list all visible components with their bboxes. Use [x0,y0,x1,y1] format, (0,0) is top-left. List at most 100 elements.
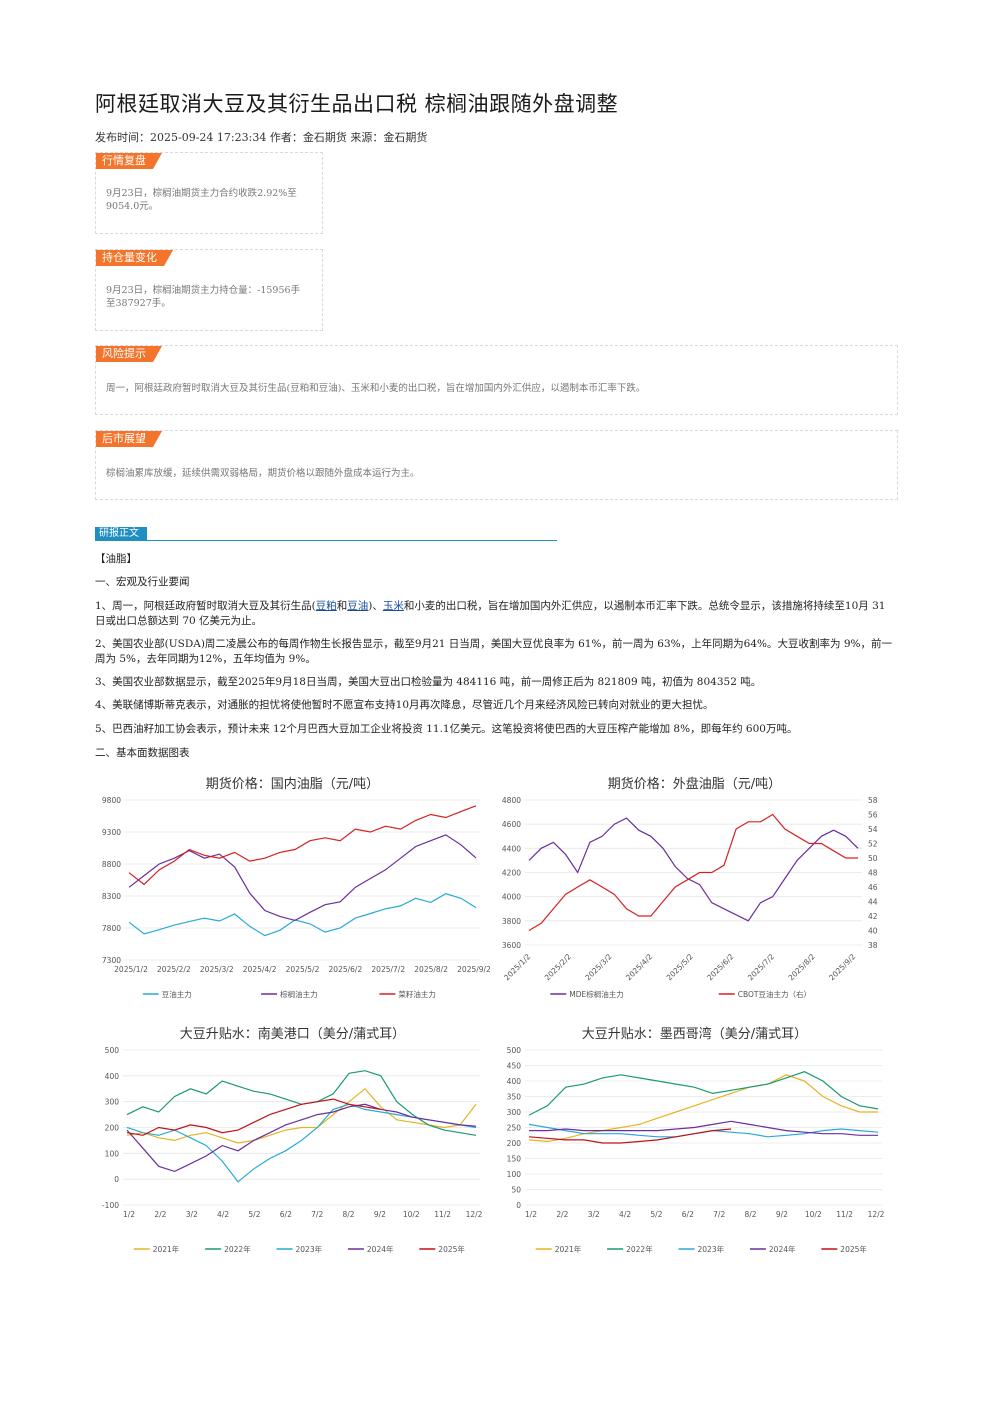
x-tick-label: 7/2 [311,1210,323,1219]
x-tick-label: 2025/1/2 [114,965,148,974]
legend-label: 2024年 [769,1244,796,1254]
outlook-text: 棕榈油累库放缓，延续供需双弱格局，期货价格以跟随外盘成本运行为主。 [106,468,420,479]
legend-label: 菜籽油主力 [398,989,436,999]
x-tick-label: 2025/8/2 [787,952,817,982]
chart-domestic-oils: 期货价格：国内油脂（元/吨） 9800 9300 8800 8300 7800 7300 20… [95,770,490,1005]
x-tick-label: 2025/8/2 [414,965,448,974]
section-label: 【油脂】 [95,553,137,565]
chart-soy-basis-gulf: 大豆升贴水：墨西哥湾（美分/蒲式耳） 500 450 400 350 300 250 200 1… [497,1020,892,1260]
x-tick-label: 6/2 [682,1210,694,1219]
y-tick-label: 150 [507,1155,522,1164]
series-line [128,805,477,886]
x-tick-label: 2025/7/2 [746,952,776,982]
x-tick-label: 2025/1/2 [502,952,532,982]
position-tag: 持仓量变化 [96,250,173,266]
x-tick-label: 12/2 [868,1210,885,1219]
y2-tick-label: 58 [868,796,878,805]
heading-news: 一、宏观及行业要闻 [95,576,190,588]
y-tick-label: 50 [511,1186,521,1195]
x-tick-label: 2025/2/2 [543,952,573,982]
x-tick-label: 4/2 [217,1210,229,1219]
x-tick-label: 2025/4/2 [243,965,277,974]
x-tick-label: 10/2 [403,1210,420,1219]
x-tick-label: 5/2 [650,1210,662,1219]
review-text: 9月23日，棕榈油期货主力合约收跌2.92%至9054.0元。 [106,188,297,212]
x-tick-label: 2025/6/2 [705,952,735,982]
risk-tag: 风险提示 [96,346,162,362]
y-tick-label: 100 [105,1149,120,1158]
y-tick-label: 7800 [102,924,121,933]
y-tick-label: 3800 [502,917,521,926]
y-tick-label: 250 [507,1124,522,1133]
x-tick-label: 2/2 [154,1210,166,1219]
x-tick-label: 3/2 [588,1210,600,1219]
legend-label: 2022年 [224,1244,251,1254]
y-tick-label: 9800 [102,796,121,805]
review-box: 行情复盘 9月23日，棕榈油期货主力合约收跌2.92%至9054.0元。 [95,152,323,234]
y-tick-label: 7300 [102,956,121,965]
x-tick-label: 2025/9/2 [827,952,857,982]
series-line [528,817,859,922]
outlook-box: 后市展望 棕榈油累库放缓，延续供需双弱格局，期货价格以跟随外盘成本运行为主。 [95,430,898,500]
position-text: 9月23日，棕榈油期货主力持仓量：-15956手至387927手。 [106,285,301,309]
y-tick-label: 4400 [502,844,521,853]
link-soymeal[interactable]: 豆粕 [315,600,337,612]
series-line [126,1087,477,1144]
chart-title: 期货价格：外盘油脂（元/吨） [608,776,781,792]
outlook-tag: 后市展望 [96,431,162,447]
y-tick-label: 450 [507,1062,522,1071]
x-tick-label: 2025/6/2 [329,965,363,974]
page-title: 阿根廷取消大豆及其衍生品出口税 棕榈油跟随外盘调整 [95,92,619,116]
x-tick-label: 2025/7/2 [371,965,405,974]
link-soyoil[interactable]: 豆油 [347,600,369,612]
y-tick-label: 350 [507,1093,522,1102]
news-1-part-d: 和小麦的出口税，旨在增加国内外汇供应，以遏制本币汇率下跌。总统令显示，该措施将持… [95,600,886,627]
y2-tick-label: 46 [868,883,878,892]
x-tick-label: 2025/2/2 [157,965,191,974]
x-tick-label: 2025/4/2 [624,952,654,982]
y-tick-label: 400 [507,1077,522,1086]
y-tick-label: 300 [105,1098,120,1107]
x-tick-label: 11/2 [434,1210,451,1219]
news-item-4: 4、美联储博斯蒂克表示，对通胀的担忧将使他暂时不愿宣布支持10月再次降息，尽管近… [95,699,714,711]
legend-label: 棕榈油主力 [280,989,318,999]
publish-meta: 发布时间：2025-09-24 17:23:34 作者：金石期货 来源：金石期货 [95,131,428,144]
series-line [529,1120,878,1136]
legend-label: 2021年 [555,1244,582,1254]
series-line [126,1070,477,1136]
y-tick-label: 0 [114,1175,119,1184]
series-line [528,1128,732,1144]
y2-tick-label: 40 [868,927,878,936]
x-tick-label: 4/2 [619,1210,631,1219]
y-tick-label: 4800 [502,796,521,805]
x-tick-label: 8/2 [745,1210,757,1219]
chart-foreign-oils: 期货价格：外盘油脂（元/吨） 4800 4600 4400 4200 4000 3800 36… [497,770,892,1005]
y-tick-label: 8300 [102,892,121,901]
x-tick-label: 2025/5/2 [286,965,320,974]
y-tick-label: 4000 [502,893,521,902]
chart-title: 大豆升贴水：南美港口（美分/蒲式耳） [180,1026,405,1042]
series-line [126,1103,477,1183]
legend-label: 2025年 [438,1244,465,1254]
series-line [128,834,477,922]
y2-tick-label: 48 [868,869,878,878]
news-item-2: 2、美国农业部(USDA)周二凌晨公布的每周作物生长报告显示，截至9月21 日当… [95,638,892,665]
y-tick-label: 4200 [502,869,521,878]
legend-label: 2021年 [153,1244,180,1254]
x-tick-label: 6/2 [280,1210,292,1219]
x-tick-label: 2025/9/2 [457,965,490,974]
x-tick-label: 5/2 [248,1210,260,1219]
x-tick-label: 3/2 [186,1210,198,1219]
y-tick-label: 4600 [502,820,521,829]
news-1-part-c: )、 [368,600,383,612]
link-corn[interactable]: 玉米 [382,600,404,612]
legend-label: 豆油主力 [162,989,192,999]
y2-tick-label: 54 [868,825,878,834]
x-tick-label: 2/2 [556,1210,568,1219]
chart-title: 期货价格：国内油脂（元/吨） [206,776,379,792]
x-tick-label: 2025/3/2 [200,965,234,974]
x-tick-label: 8/2 [343,1210,355,1219]
legend-label: MDE棕榈油主力 [569,989,624,999]
y-tick-label: 400 [105,1072,120,1081]
x-tick-label: 10/2 [805,1210,822,1219]
